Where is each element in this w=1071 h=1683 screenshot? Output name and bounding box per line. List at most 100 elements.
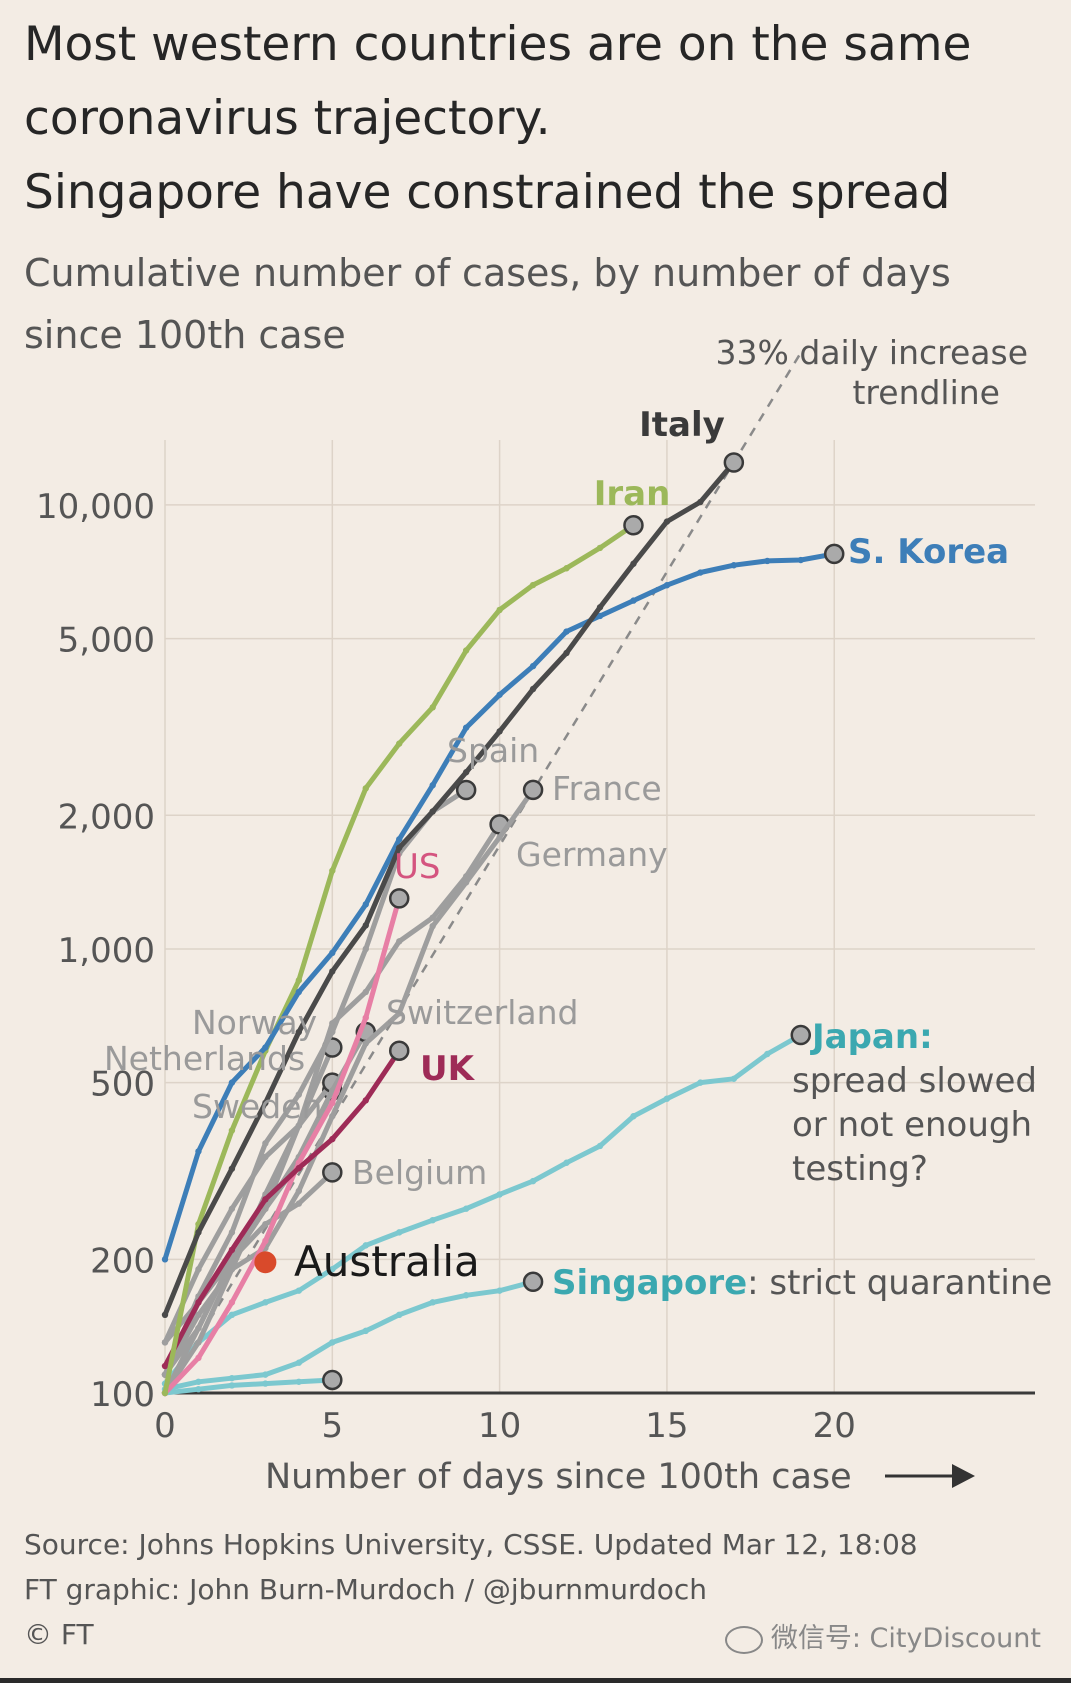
label-spain: Spain bbox=[447, 731, 539, 770]
data-point bbox=[329, 1113, 336, 1120]
watermark: 微信号: CityDiscount bbox=[724, 1616, 1041, 1655]
data-point bbox=[295, 1028, 303, 1036]
data-point bbox=[228, 1382, 236, 1389]
data-point bbox=[262, 1140, 269, 1147]
data-point bbox=[496, 834, 503, 841]
data-point bbox=[462, 769, 470, 776]
data-point bbox=[496, 1287, 503, 1294]
data-point bbox=[362, 945, 369, 953]
data-point bbox=[630, 597, 637, 604]
data-point bbox=[730, 1075, 738, 1082]
endpoint-marker bbox=[388, 888, 410, 909]
data-point bbox=[195, 1378, 202, 1385]
data-point bbox=[496, 1191, 503, 1198]
data-point bbox=[254, 1251, 277, 1274]
data-point bbox=[764, 1050, 771, 1058]
label-japan-note: testing? bbox=[792, 1149, 928, 1189]
data-point bbox=[596, 544, 604, 552]
data-point bbox=[228, 1165, 236, 1172]
series-line bbox=[162, 1377, 335, 1396]
data-point bbox=[262, 1237, 269, 1245]
data-point bbox=[228, 1299, 236, 1306]
data-point bbox=[529, 662, 537, 670]
y-tick-label: 200 bbox=[90, 1241, 155, 1281]
data-point bbox=[630, 560, 637, 567]
data-point bbox=[195, 1354, 202, 1362]
data-point bbox=[462, 724, 470, 731]
endpoint-marker bbox=[723, 452, 745, 473]
endpoint-marker bbox=[388, 1040, 410, 1061]
data-point bbox=[396, 1311, 403, 1319]
data-point bbox=[596, 604, 604, 611]
trendline bbox=[163, 352, 802, 1394]
label-australia: Australia bbox=[294, 1237, 480, 1286]
data-point bbox=[329, 1135, 336, 1143]
series-singapore bbox=[161, 1271, 544, 1393]
series-line bbox=[162, 1032, 804, 1387]
data-point bbox=[262, 1380, 269, 1387]
data-point bbox=[429, 704, 436, 711]
source-note: Source: Johns Hopkins University, CSSE. … bbox=[24, 1522, 1054, 1657]
series-line bbox=[162, 1048, 402, 1369]
x-tick-label: 0 bbox=[154, 1406, 176, 1446]
watermark-text: 微信号: CityDiscount bbox=[770, 1623, 1041, 1654]
data-point bbox=[228, 1374, 236, 1382]
data-point bbox=[161, 1256, 169, 1263]
data-point bbox=[529, 1177, 537, 1185]
data-point bbox=[329, 1339, 336, 1346]
data-point bbox=[195, 1148, 202, 1155]
data-point bbox=[228, 1266, 236, 1273]
data-point bbox=[663, 1095, 671, 1102]
data-point bbox=[596, 612, 604, 620]
data-point bbox=[295, 1200, 303, 1207]
data-point bbox=[429, 922, 436, 930]
y-tick-label: 2,000 bbox=[58, 797, 155, 837]
series-s-korea bbox=[161, 543, 845, 1263]
data-point bbox=[329, 1266, 336, 1273]
data-point bbox=[262, 1205, 269, 1212]
data-point bbox=[396, 938, 403, 945]
credit-line: FT graphic: John Burn-Murdoch / @jburnmu… bbox=[24, 1573, 708, 1606]
data-point bbox=[462, 1292, 470, 1299]
y-tick-label: 500 bbox=[90, 1065, 155, 1105]
endpoint-marker bbox=[823, 543, 845, 565]
endpoint-marker bbox=[522, 1271, 544, 1293]
data-point bbox=[295, 977, 303, 984]
data-point bbox=[262, 1220, 269, 1228]
label-france: France bbox=[552, 769, 662, 808]
y-tick-label: 1,000 bbox=[58, 931, 155, 971]
data-point bbox=[262, 1371, 269, 1378]
endpoint-marker bbox=[322, 1162, 343, 1183]
endpoint-marker bbox=[455, 779, 477, 801]
data-point bbox=[396, 836, 403, 843]
data-point bbox=[195, 1339, 202, 1346]
trendline-label: trendline bbox=[852, 373, 1000, 412]
subtitle-line: Cumulative number of cases, by number of… bbox=[24, 251, 951, 295]
label-japan-note: spread slowed bbox=[792, 1061, 1037, 1101]
x-axis-title: Number of days since 100th case bbox=[265, 1457, 852, 1497]
trendline-label: 33% daily increase bbox=[716, 333, 1028, 372]
data-point bbox=[195, 1385, 202, 1393]
data-point bbox=[295, 1122, 303, 1129]
label-germany: Germany bbox=[516, 835, 668, 874]
title-line: Singapore have constrained the spread bbox=[24, 165, 951, 220]
data-point bbox=[663, 582, 671, 589]
data-point bbox=[362, 785, 369, 792]
data-point bbox=[429, 808, 436, 815]
data-point bbox=[161, 1362, 169, 1370]
x-tick-label: 15 bbox=[645, 1406, 688, 1446]
label-norway: Norway bbox=[192, 1003, 317, 1042]
x-tick-label: 5 bbox=[321, 1406, 343, 1446]
data-point bbox=[329, 867, 336, 874]
label-s-korea: S. Korea bbox=[848, 532, 1009, 572]
data-point bbox=[329, 968, 336, 975]
x-tick-label: 10 bbox=[478, 1406, 521, 1446]
series-line bbox=[162, 460, 737, 1318]
data-point bbox=[329, 1099, 336, 1107]
data-point bbox=[563, 649, 570, 657]
y-tick-label: 5,000 bbox=[58, 621, 155, 661]
subtitle-line: since 100th case bbox=[24, 313, 346, 357]
bottom-border bbox=[0, 1678, 1071, 1683]
chart-subtitle: Cumulative number of cases, by number of… bbox=[24, 242, 1054, 366]
data-point bbox=[228, 1246, 236, 1254]
